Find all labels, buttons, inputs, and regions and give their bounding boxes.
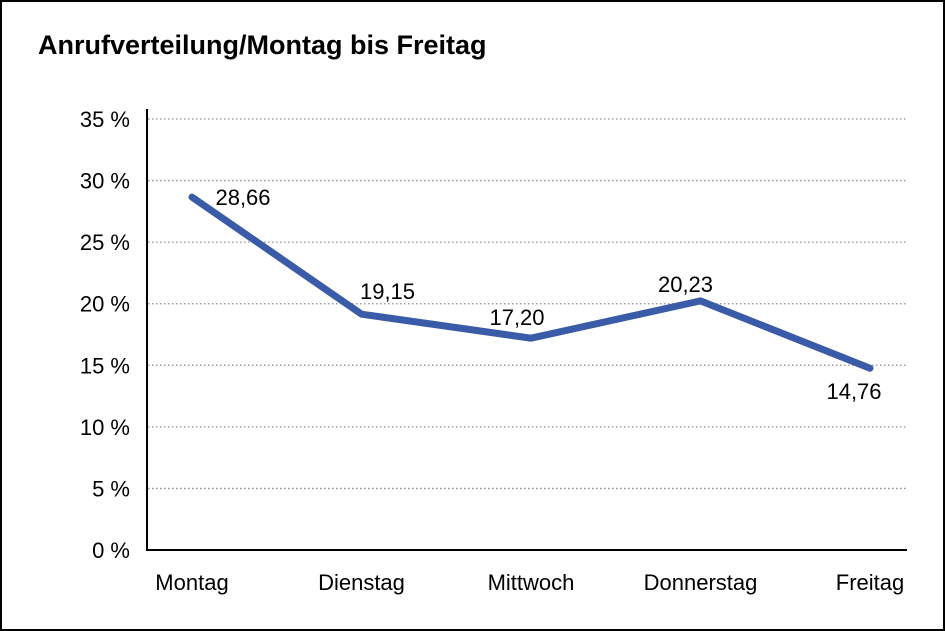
x-axis-category-label: Dienstag xyxy=(318,570,405,595)
y-axis-tick-label: 5 % xyxy=(92,476,130,501)
chart-title: Anrufverteilung/Montag bis Freitag xyxy=(38,30,487,60)
y-axis-tick-label: 25 % xyxy=(80,230,130,255)
x-axis-category-label: Mittwoch xyxy=(488,570,575,595)
x-axis-category-label: Freitag xyxy=(836,570,904,595)
data-point-label: 20,23 xyxy=(658,272,713,297)
data-point-label: 17,20 xyxy=(489,305,544,330)
data-point-label: 28,66 xyxy=(215,185,270,210)
y-axis-tick-label: 20 % xyxy=(80,292,130,317)
y-axis-tick-label: 10 % xyxy=(80,415,130,440)
data-point-label: 14,76 xyxy=(826,379,881,404)
x-axis-category-label: Donnerstag xyxy=(644,570,758,595)
y-axis-tick-label: 35 % xyxy=(80,107,130,132)
y-axis-tick-label: 0 % xyxy=(92,538,130,563)
data-series-line xyxy=(188,193,874,372)
x-axis-category-label: Montag xyxy=(155,570,228,595)
y-axis-tick-label: 30 % xyxy=(80,169,130,194)
data-point-label: 19,15 xyxy=(360,279,415,304)
y-axis-tick-label: 15 % xyxy=(80,353,130,378)
